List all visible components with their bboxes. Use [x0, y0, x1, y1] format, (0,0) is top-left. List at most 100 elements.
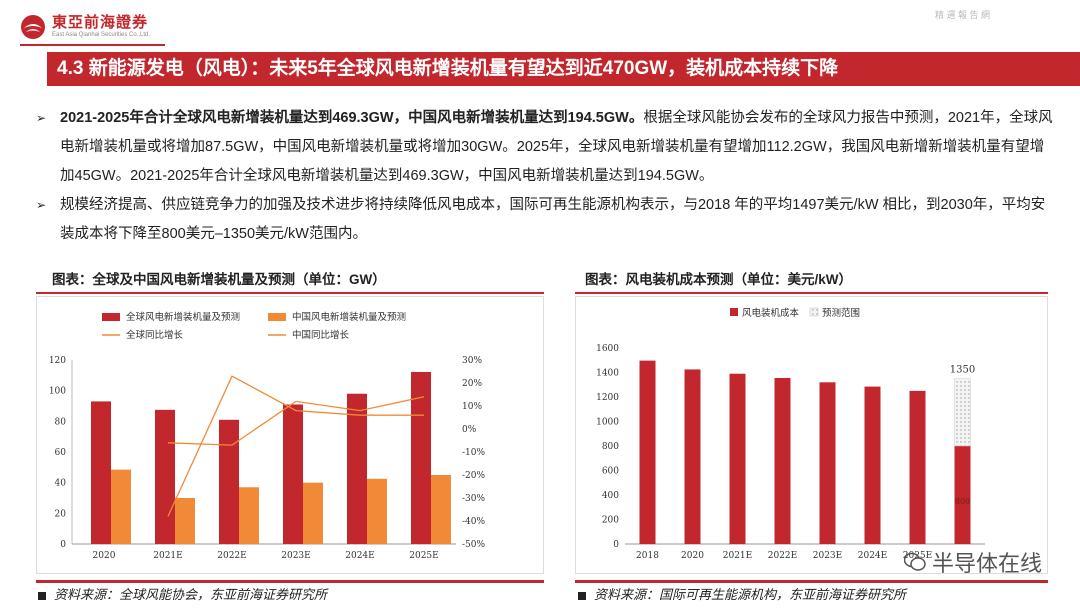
- legend-label: 全球同比增长: [126, 329, 184, 341]
- left-figure-rule: [36, 292, 544, 294]
- global-bar: [219, 419, 239, 544]
- top-watermark: 精 選 報 告 網: [934, 10, 990, 20]
- left-source-text: 资料来源：全球风能协会，东亚前海证券研究所: [54, 587, 328, 602]
- logo-icon: [21, 15, 45, 39]
- legend-swatch: [268, 313, 286, 321]
- x-tick-label: 2024E: [858, 551, 887, 561]
- right-figure-title: 图表：风电装机成本预测（单位：美元/kW）: [585, 272, 853, 287]
- y-tick-label: 1400: [596, 369, 619, 379]
- legend-swatch: [102, 313, 120, 321]
- global-bar: [347, 393, 367, 544]
- cost-bar: [639, 360, 656, 544]
- china-growth-line: [167, 375, 424, 517]
- china-bar: [303, 482, 323, 544]
- y-tick-label: 40: [55, 479, 67, 489]
- y-tick-label: 120: [49, 356, 66, 366]
- title-banner: [47, 52, 1080, 86]
- cost-bar: [864, 386, 881, 544]
- china-bar: [239, 487, 259, 544]
- y-tick-label: 60: [55, 448, 67, 458]
- page-title: 4.3 新能源发电（风电）：未来5年全球风电新增装机量有望达到近470GW，装机…: [57, 58, 839, 79]
- y2-tick-label: -10%: [462, 448, 485, 458]
- bottom-watermark-text: 半导体在线: [931, 552, 1042, 577]
- y-tick-label: 100: [49, 387, 66, 397]
- global-growth-line: [167, 396, 425, 446]
- company-name-cn: 東亞前海證券: [52, 14, 149, 31]
- x-tick-label: 2024E: [345, 551, 374, 561]
- global-bar: [155, 409, 175, 544]
- china-bar: [111, 469, 131, 544]
- china-bar: [367, 478, 387, 544]
- cost-bar: [819, 382, 836, 544]
- x-tick-label: 2022E: [768, 551, 797, 561]
- company-name-en: East Asia Qianhai Securities Co.,Ltd.: [52, 32, 151, 38]
- y-tick-label: 80: [55, 417, 67, 427]
- bullet-text: 规模经济提高、供应链竞争力的加强及技术进步将持续降低风电成本，国际可再生能源机构…: [60, 197, 1046, 242]
- legend-label: 中国风电新增装机量及预测: [292, 311, 406, 323]
- cost-bar: [774, 378, 791, 544]
- y2-tick-label: -50%: [462, 540, 485, 550]
- range-top-label: 1350: [950, 365, 975, 376]
- company-logo: 東亞前海證券 East Asia Qianhai Securities Co.,…: [20, 14, 150, 40]
- square-bullet-icon: [578, 591, 586, 600]
- square-bullet-icon: [38, 591, 46, 600]
- y2-tick-label: 10%: [462, 402, 482, 412]
- y-tick-label: 0: [60, 540, 66, 550]
- y-tick-label: 1000: [596, 418, 619, 428]
- y-tick-label: 0: [613, 540, 619, 550]
- y-tick-label: 400: [602, 491, 619, 501]
- y2-tick-label: -30%: [462, 494, 485, 504]
- cost-bar: [909, 390, 926, 544]
- y-tick-label: 800: [602, 442, 619, 452]
- left-source-rule: [36, 580, 544, 583]
- y2-tick-label: -40%: [462, 517, 485, 527]
- y2-tick-label: 0%: [462, 425, 477, 435]
- china-bar: [431, 475, 451, 544]
- legend-swatch: [730, 308, 738, 316]
- y-tick-label: 1200: [596, 393, 619, 403]
- logo-divider: [20, 44, 165, 46]
- x-tick-label: 2023E: [813, 551, 842, 561]
- legend-swatch: [809, 307, 819, 317]
- x-tick-label: 2022E: [217, 551, 246, 561]
- global-bar: [91, 401, 111, 544]
- cost-bar: [729, 373, 746, 544]
- x-tick-label: 2025E: [409, 551, 438, 561]
- y2-tick-label: 20%: [462, 379, 482, 389]
- legend-label: 中国同比增长: [292, 329, 350, 341]
- right-figure-rule: [575, 292, 1048, 294]
- cost-bar: [684, 369, 701, 544]
- arrow-bullet-icon: ➢: [36, 198, 47, 212]
- legend-label: 全球风电新增装机量及预测: [126, 311, 240, 323]
- china-bar: [175, 498, 195, 544]
- x-tick-label: 2021E: [153, 551, 182, 561]
- arrow-bullet-icon: ➢: [36, 111, 47, 125]
- x-tick-label: 2023E: [281, 551, 310, 561]
- x-tick-label: 2020: [93, 551, 116, 561]
- range-bar: [954, 378, 971, 447]
- legend-label: 预测范围: [822, 307, 860, 319]
- y2-tick-label: -20%: [462, 471, 485, 481]
- y-tick-label: 20: [55, 509, 67, 519]
- y-tick-label: 200: [602, 516, 619, 526]
- bullet-list: ➢ 2021-2025年合计全球风电新增装机量达到469.3GW，中国风电新增装…: [36, 104, 1056, 249]
- right-source-text: 资料来源：国际可再生能源机构，东亚前海证券研究所: [594, 587, 907, 602]
- right-source: 资料来源：国际可再生能源机构，东亚前海证券研究所: [578, 584, 906, 603]
- global-bar: [283, 404, 303, 544]
- y-tick-label: 1600: [596, 344, 619, 354]
- cost-bar: [954, 446, 971, 544]
- range-bottom-label: 800: [955, 497, 970, 506]
- wechat-icon: [903, 552, 926, 571]
- x-tick-label: 2021E: [723, 551, 752, 561]
- bullet-item: ➢ 2021-2025年合计全球风电新增装机量达到469.3GW，中国风电新增装…: [36, 104, 1056, 191]
- y2-tick-label: 30%: [462, 356, 482, 366]
- x-tick-label: 2018: [636, 551, 659, 561]
- legend-label: 风电装机成本: [742, 307, 800, 319]
- wind-cost-chart: 风电装机成本 预测范围 0 200 400 600 800 1000 1200 1400 1600 2…: [575, 296, 1048, 574]
- right-source-rule: [575, 580, 1048, 583]
- bullet-item: ➢ 规模经济提高、供应链竞争力的加强及技术进步将持续降低风电成本，国际可再生能源…: [36, 191, 1056, 249]
- left-source: 资料来源：全球风能协会，东亚前海证券研究所: [38, 584, 327, 603]
- left-figure-title: 图表：全球及中国风电新增装机量及预测（单位：GW）: [52, 272, 386, 287]
- bullet-bold-text: 2021-2025年合计全球风电新增装机量达到469.3GW，中国风电新增装机量…: [60, 110, 644, 126]
